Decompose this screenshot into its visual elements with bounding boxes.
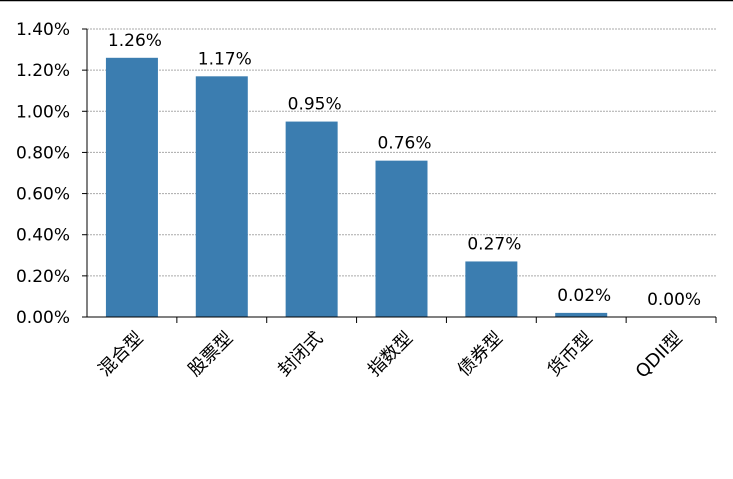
bar bbox=[105, 57, 158, 318]
y-tick-label: 1.40% bbox=[16, 20, 70, 40]
y-tick-label: 0.80% bbox=[16, 143, 70, 163]
y-tick-label: 0.20% bbox=[16, 267, 70, 287]
bar bbox=[465, 261, 518, 317]
x-tick-label: 债券型 bbox=[454, 328, 507, 381]
x-tick-label: 封闭式 bbox=[274, 328, 327, 381]
bar bbox=[195, 76, 248, 317]
y-tick-label: 0.00% bbox=[16, 308, 70, 328]
x-tick-label: 混合型 bbox=[94, 328, 147, 381]
x-tick-label: QDII型 bbox=[632, 328, 687, 383]
bar bbox=[555, 312, 608, 317]
y-tick-label: 0.40% bbox=[16, 226, 70, 246]
x-tick-label: 指数型 bbox=[364, 328, 417, 381]
data-label: 0.27% bbox=[467, 234, 521, 254]
y-tick-label: 0.60% bbox=[16, 185, 70, 205]
y-tick-label: 1.20% bbox=[16, 61, 70, 81]
x-tick-label: 货币型 bbox=[544, 328, 597, 381]
x-tick-label: 股票型 bbox=[184, 328, 237, 381]
data-label: 0.02% bbox=[557, 286, 611, 306]
y-tick-label: 1.00% bbox=[16, 102, 70, 122]
bar bbox=[285, 121, 338, 317]
data-label: 0.76% bbox=[377, 134, 431, 154]
data-label: 1.17% bbox=[198, 49, 252, 69]
data-label: 0.95% bbox=[288, 95, 342, 115]
bar bbox=[375, 160, 428, 317]
data-label: 1.26% bbox=[108, 31, 162, 51]
data-label: 0.00% bbox=[647, 290, 701, 310]
